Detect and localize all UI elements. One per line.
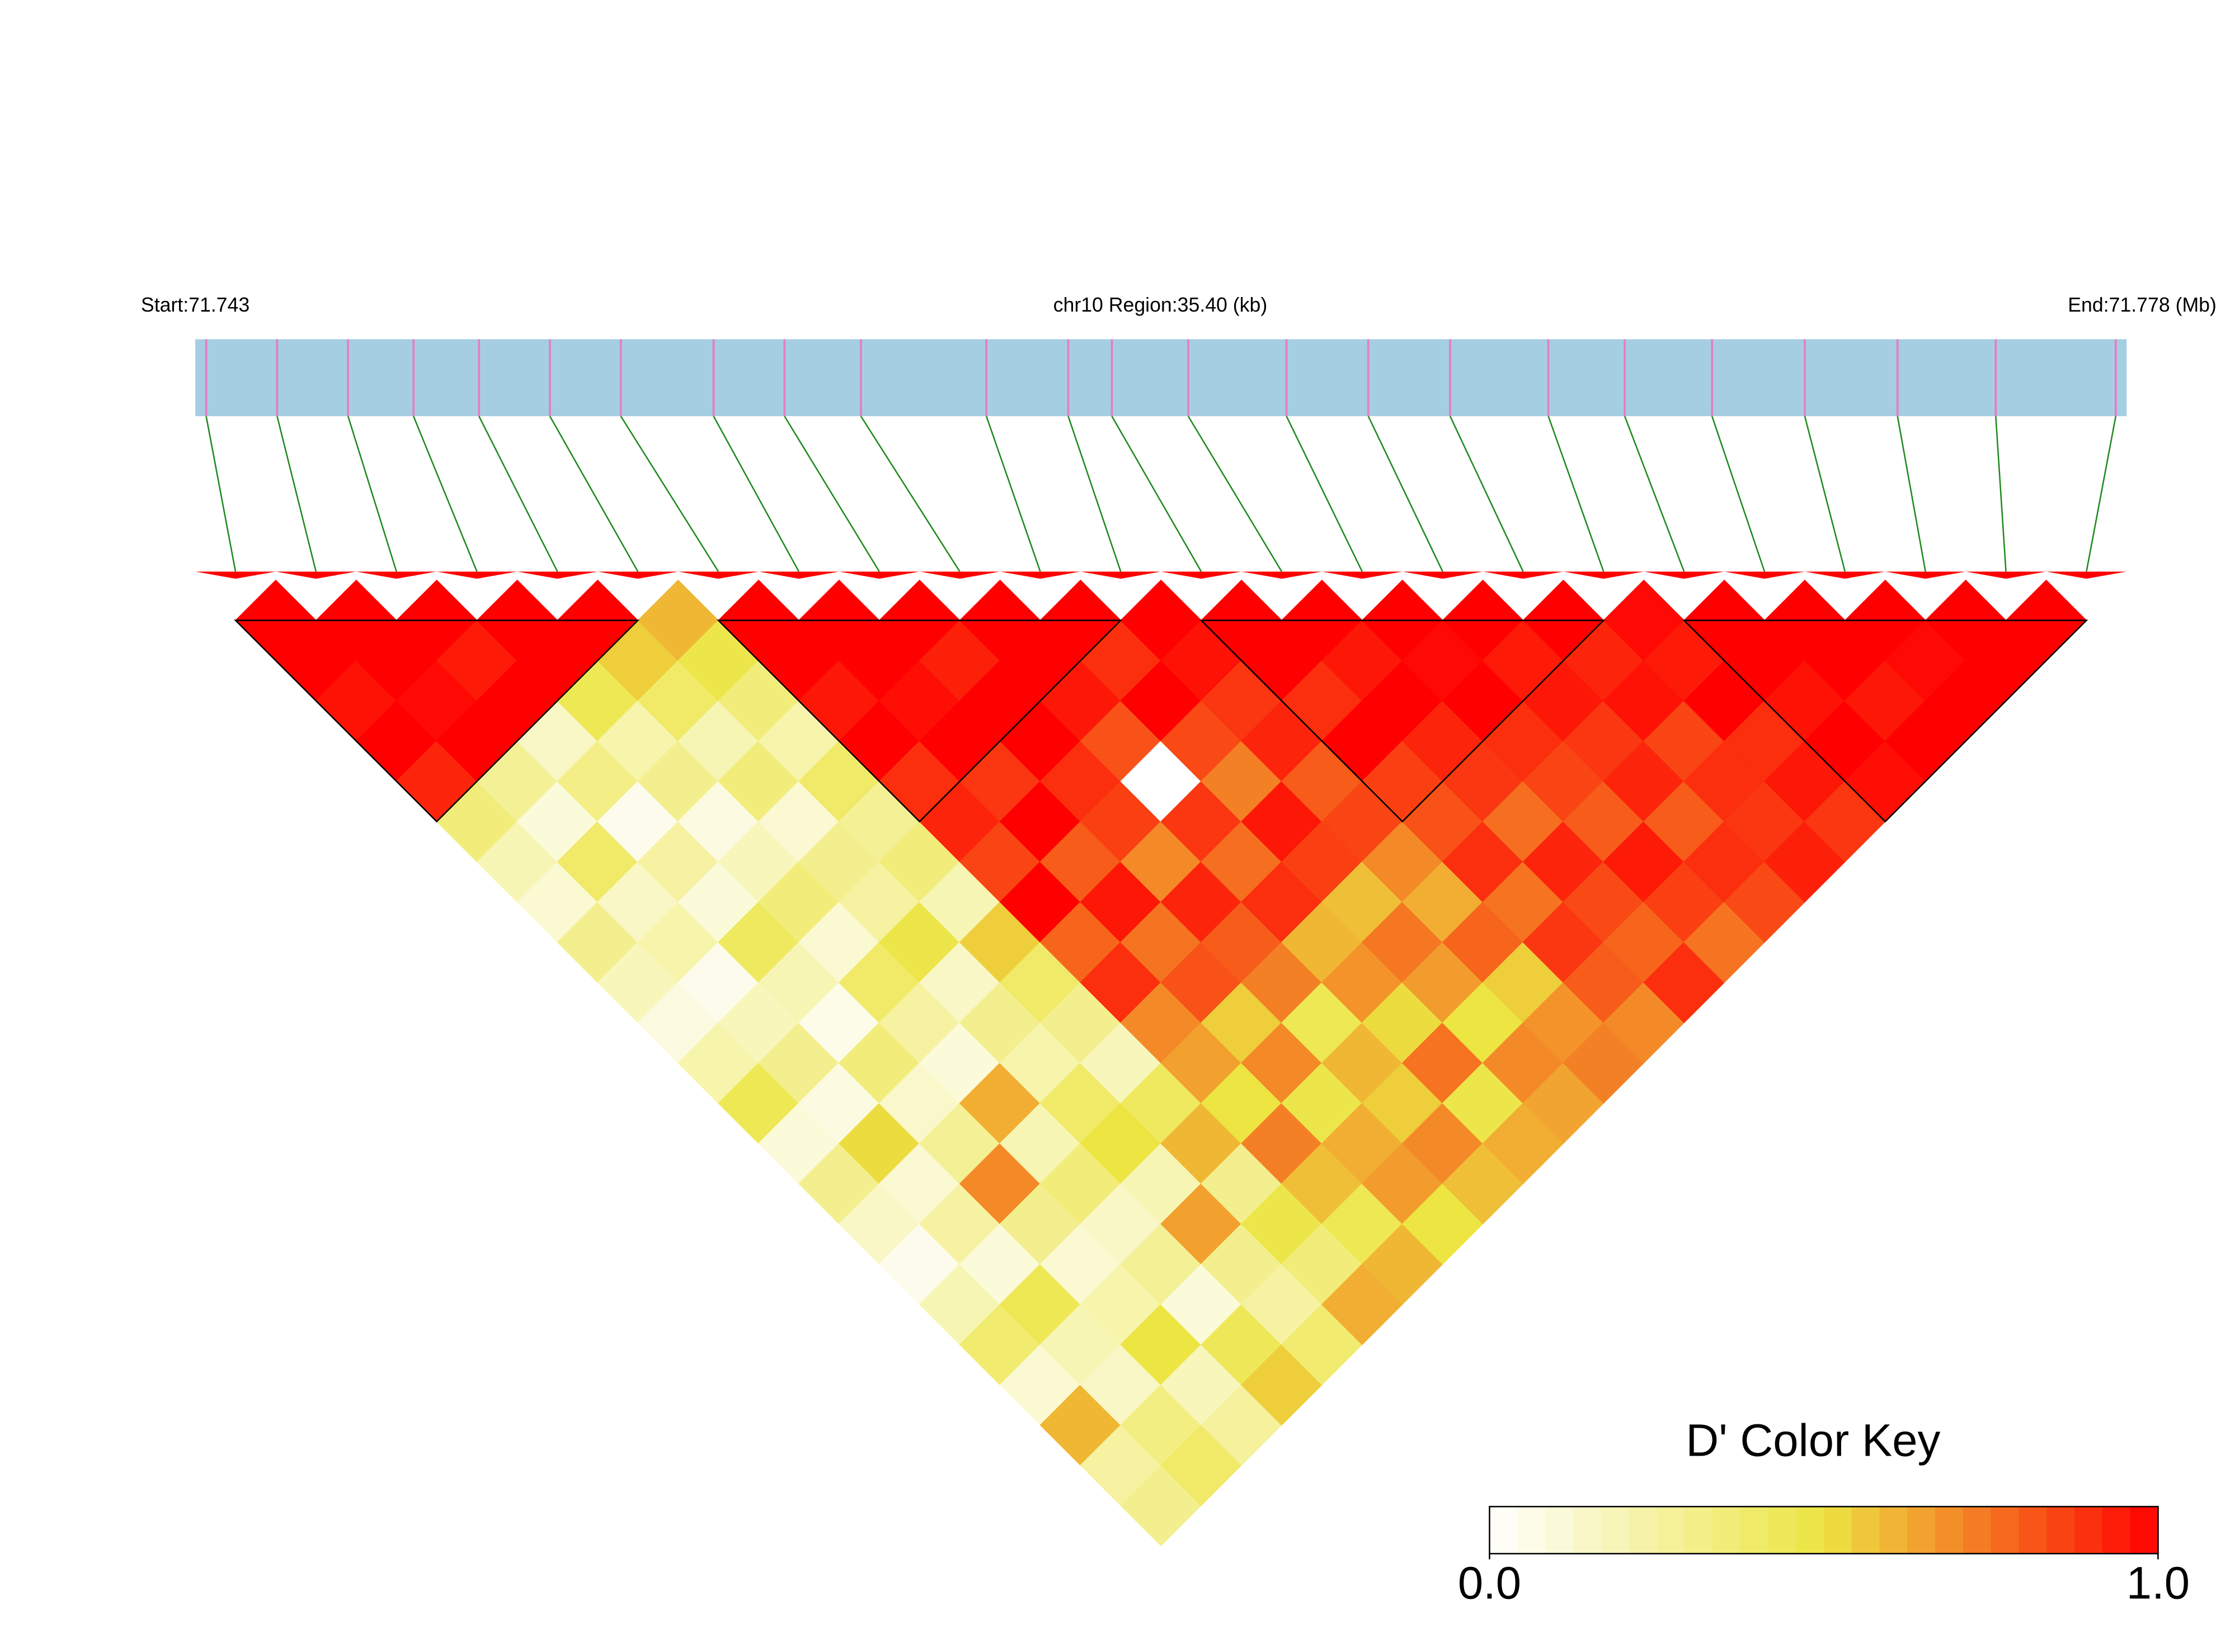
snp-connector xyxy=(1624,416,1685,572)
snp-marker xyxy=(1885,571,1966,579)
snp-connector xyxy=(860,416,961,572)
colorkey-swatch xyxy=(1657,1507,1686,1554)
colorkey-swatch xyxy=(2046,1507,2076,1554)
snp-marker xyxy=(758,571,839,579)
snp-connector xyxy=(347,416,397,572)
colorkey-swatch xyxy=(1573,1507,1602,1554)
snp-connector xyxy=(1111,416,1202,572)
snp-marker xyxy=(1241,571,1322,579)
snp-connector xyxy=(478,416,558,572)
snp-connector xyxy=(1187,416,1283,572)
colorkey-swatch xyxy=(1740,1507,1769,1554)
colorkey-tick-label: 0.0 xyxy=(1458,1557,1521,1608)
snp-connector xyxy=(1367,416,1443,572)
colorkey-swatch xyxy=(2102,1507,2131,1554)
colorkey-swatch xyxy=(1963,1507,1992,1554)
ld-block-outline xyxy=(233,619,640,823)
colorkey-swatch xyxy=(2130,1507,2159,1554)
snp-marker xyxy=(839,571,920,579)
snp-connector xyxy=(1711,416,1766,572)
colorkey-swatch xyxy=(1907,1507,1936,1554)
snp-marker xyxy=(1402,571,1483,579)
snp-connector xyxy=(412,416,478,572)
snp-marker xyxy=(1080,571,1161,579)
snp-marker xyxy=(2046,571,2127,579)
region-bar xyxy=(195,339,2127,416)
snp-marker xyxy=(1000,571,1081,579)
end-label: End:71.778 (Mb) xyxy=(2068,294,2217,316)
colorkey-swatch xyxy=(1517,1507,1546,1554)
colorkey-title: D' Color Key xyxy=(1686,1415,1940,1466)
colorkey-swatch xyxy=(1823,1507,1853,1554)
colorkey-frame xyxy=(1489,1505,2159,1555)
snp-marker xyxy=(1321,571,1403,579)
snp-connector xyxy=(1995,416,2007,572)
ld-block-outline xyxy=(716,619,1123,823)
snp-connector xyxy=(205,416,237,572)
snp-connector xyxy=(985,416,1041,572)
snp-connector xyxy=(1804,416,1846,572)
snp-marker xyxy=(1563,571,1644,579)
colorkey-swatch xyxy=(1935,1507,1964,1554)
snp-marker xyxy=(1965,571,2046,579)
region-label: chr10 Region:35.40 (kb) xyxy=(1053,294,1268,316)
snp-marker xyxy=(275,571,356,579)
snp-marker xyxy=(1483,571,1564,579)
colorkey-swatch xyxy=(1685,1507,1714,1554)
snp-connector xyxy=(1897,416,1927,572)
colorkey-swatch xyxy=(1991,1507,2020,1554)
colorkey-swatch xyxy=(1629,1507,1658,1554)
colorkey-tick-label: 1.0 xyxy=(2126,1557,2190,1608)
colorkey-swatch xyxy=(1601,1507,1630,1554)
snp-marker xyxy=(919,571,1000,579)
snp-connector xyxy=(620,416,719,572)
snp-marker xyxy=(678,571,759,579)
snp-marker xyxy=(1644,571,1725,579)
ld-block-outline xyxy=(1199,619,1606,823)
snp-connector xyxy=(1286,416,1363,572)
snp-marker xyxy=(1724,571,1805,579)
snp-marker xyxy=(356,571,437,579)
snp-marker xyxy=(1161,571,1242,579)
snp-connector xyxy=(784,416,880,572)
snp-marker xyxy=(195,571,276,579)
colorkey-swatch xyxy=(1768,1507,1797,1554)
colorkey-swatch xyxy=(2074,1507,2104,1554)
snp-connector xyxy=(549,416,639,572)
colorkey-swatch xyxy=(1796,1507,1825,1554)
snp-connector xyxy=(713,416,800,572)
colorkey-swatch xyxy=(1489,1507,1518,1554)
snp-marker xyxy=(597,571,679,579)
snp-marker xyxy=(1804,571,1885,579)
start-label: Start:71.743 xyxy=(141,294,250,316)
colorkey-swatch xyxy=(1851,1507,1880,1554)
snp-connector xyxy=(1547,416,1605,572)
snp-connector xyxy=(1067,416,1122,572)
snp-connector xyxy=(1449,416,1524,572)
ld-block-outline xyxy=(1682,619,2088,823)
colorkey-swatch xyxy=(1879,1507,1908,1554)
colorkey-swatch xyxy=(1712,1507,1741,1554)
snp-marker xyxy=(436,571,517,579)
snp-connector xyxy=(2086,416,2117,572)
snp-connector xyxy=(276,416,317,572)
snp-marker xyxy=(517,571,598,579)
colorkey-swatch xyxy=(2018,1507,2048,1554)
colorkey-swatch xyxy=(1545,1507,1574,1554)
